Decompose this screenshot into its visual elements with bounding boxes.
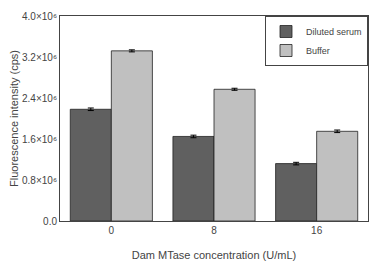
svg-text:Fluorescence intensity (cps): Fluorescence intensity (cps): [8, 50, 20, 187]
svg-text:Buffer: Buffer: [306, 46, 330, 56]
svg-text:Diluted serum: Diluted serum: [306, 27, 362, 37]
svg-text:0.0: 0.0: [43, 216, 57, 227]
svg-text:4.0×10⁶: 4.0×10⁶: [22, 11, 57, 22]
svg-text:16: 16: [311, 225, 323, 236]
svg-text:8: 8: [211, 225, 217, 236]
svg-text:3.2×10⁶: 3.2×10⁶: [22, 52, 57, 63]
svg-text:0: 0: [109, 225, 115, 236]
svg-text:2.4×10⁶: 2.4×10⁶: [22, 93, 57, 104]
svg-text:0.8×10⁶: 0.8×10⁶: [22, 175, 57, 186]
svg-text:1.6×10⁶: 1.6×10⁶: [22, 134, 57, 145]
svg-text:Dam MTase concentration (U/mL): Dam MTase concentration (U/mL): [132, 249, 296, 261]
